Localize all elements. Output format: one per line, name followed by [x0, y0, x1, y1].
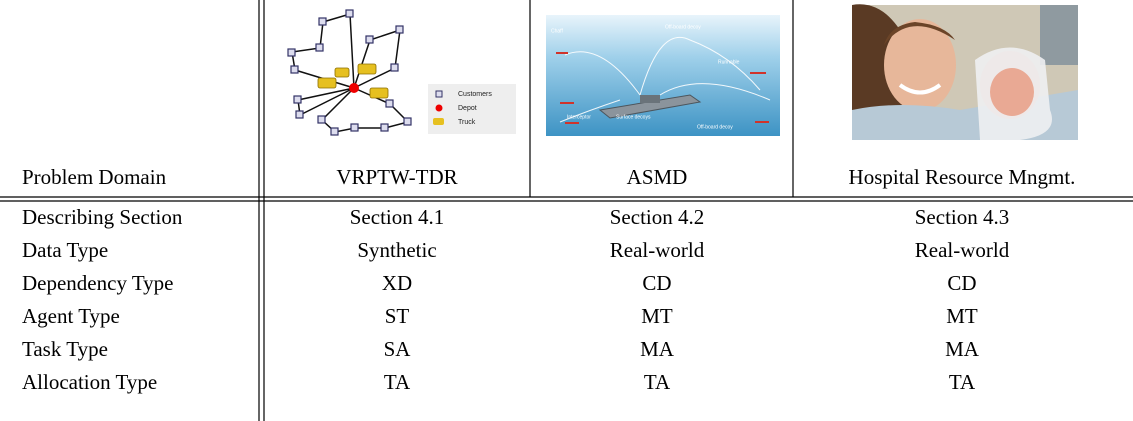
- row-label: Describing Section: [22, 205, 183, 229]
- table-cell: Section 4.3: [915, 205, 1010, 229]
- table-cell: MA: [640, 337, 675, 361]
- header-cell: VRPTW-TDR: [336, 165, 457, 189]
- table-cell: SA: [384, 337, 412, 361]
- table-cell: TA: [949, 370, 976, 394]
- legend-label: Customers: [458, 91, 492, 98]
- figure-label: Runnable: [718, 59, 740, 65]
- row-label: Dependency Type: [22, 271, 174, 295]
- figure-label: Off-board decoy: [697, 124, 733, 130]
- table-cell: MT: [946, 304, 978, 328]
- table-cell: CD: [642, 271, 671, 295]
- table-cell: Section 4.1: [350, 205, 445, 229]
- row-label: Agent Type: [22, 304, 120, 328]
- figure-label: Off-board decoy: [665, 24, 701, 30]
- header-cell: Hospital Resource Mngmt.: [849, 165, 1076, 189]
- hospital-photo: [852, 4, 1078, 140]
- row-label: Data Type: [22, 238, 108, 262]
- table-cell: TA: [384, 370, 411, 394]
- asmd-figure: Chaff Off-board decoy Runnable Intercept…: [546, 15, 780, 136]
- figure-label: Chaff: [551, 28, 563, 34]
- table-cell: ST: [385, 304, 410, 328]
- legend-label: Depot: [458, 105, 477, 112]
- figure-label: Surface decoys: [616, 114, 651, 120]
- table-cell: CD: [947, 271, 976, 295]
- table-body: Describing Section Section 4.1 Section 4.2…: [22, 205, 1010, 394]
- table-cell: Real-world: [610, 238, 705, 262]
- table-cell: TA: [644, 370, 671, 394]
- row-label: Allocation Type: [22, 370, 157, 394]
- legend-label: Truck: [458, 119, 476, 126]
- table-cell: Real-world: [915, 238, 1010, 262]
- figure-label: Interceptor: [567, 114, 591, 120]
- table-cell: Section 4.2: [610, 205, 705, 229]
- header-cell: Problem Domain: [22, 165, 167, 189]
- header-cell: ASMD: [627, 165, 688, 189]
- table-cell: MA: [945, 337, 980, 361]
- table-cell: XD: [382, 271, 412, 295]
- row-label: Task Type: [22, 337, 108, 361]
- table-cell: Synthetic: [357, 238, 436, 262]
- table-cell: MT: [641, 304, 673, 328]
- vrp-figure: Customers Depot Truck: [287, 9, 516, 136]
